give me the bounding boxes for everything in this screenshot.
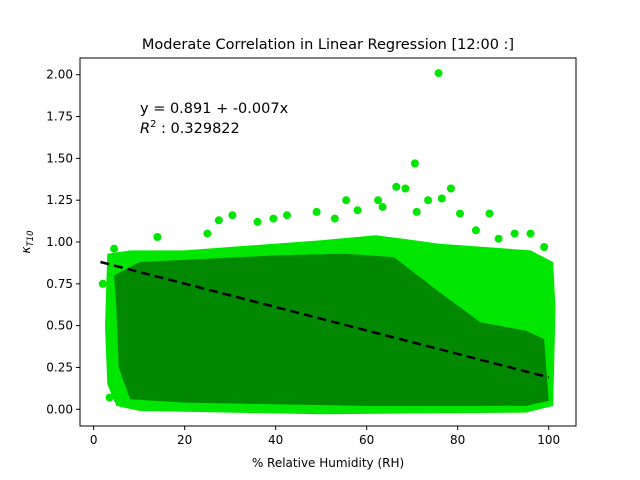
- data-point: [547, 301, 555, 310]
- data-point: [410, 159, 419, 168]
- data-point: [494, 234, 503, 243]
- data-point: [253, 217, 262, 226]
- y-tick-label: 0.25: [46, 360, 73, 374]
- x-axis-ticks: 0 20 40 60 80 100: [90, 426, 560, 447]
- data-point: [353, 206, 362, 215]
- data-point: [283, 211, 291, 220]
- regression-line: [100, 260, 550, 379]
- data-point: [105, 393, 114, 402]
- y-axis-label-sub: T10: [26, 230, 36, 246]
- data-point: [540, 243, 549, 251]
- point-cloud: [105, 235, 556, 415]
- x-tick-label: 80: [450, 433, 465, 447]
- scatter-points: [98, 69, 555, 402]
- data-point: [446, 184, 455, 193]
- x-tick-label: 20: [177, 433, 192, 447]
- data-point: [342, 196, 351, 205]
- data-point: [374, 196, 383, 205]
- data-point: [228, 211, 237, 220]
- r-squared-value: : 0.329822: [156, 121, 239, 137]
- data-point: [485, 209, 494, 218]
- y-axis-ticks: 0.00 0.25 0.50 0.75 1.00 1.25 1.50 1.75 2.00: [46, 68, 80, 416]
- cloud-core: [275, 359, 549, 406]
- data-point: [401, 184, 410, 193]
- y-tick-label: 1.00: [46, 235, 73, 249]
- data-point: [456, 209, 464, 218]
- r-squared-exponent: 2: [150, 119, 156, 130]
- data-point: [269, 214, 278, 223]
- data-point: [378, 202, 387, 211]
- data-point: [434, 69, 443, 78]
- chart-title: Moderate Correlation in Linear Regressio…: [142, 37, 514, 53]
- cloud-dense: [114, 253, 549, 406]
- data-point: [424, 196, 433, 205]
- y-tick-label: 0.75: [46, 277, 73, 291]
- data-point: [214, 216, 223, 225]
- y-tick-label: 0.00: [46, 402, 73, 416]
- x-axis-label: % Relative Humidity (RH): [252, 456, 404, 470]
- y-axis-label: κT10: [19, 230, 36, 253]
- data-point: [471, 226, 480, 235]
- data-point: [412, 207, 421, 216]
- y-tick-label: 1.75: [46, 110, 73, 124]
- y-tick-label: 0.50: [46, 319, 73, 333]
- data-point: [203, 229, 212, 238]
- x-tick-label: 100: [537, 433, 560, 447]
- r-squared-label: R2 : 0.329822: [140, 119, 240, 137]
- x-tick-label: 60: [359, 433, 374, 447]
- data-point: [110, 244, 119, 253]
- regression-equation: y = 0.891 + -0.007x: [140, 101, 289, 117]
- data-point: [392, 182, 401, 191]
- data-point: [330, 214, 339, 223]
- y-tick-label: 1.25: [46, 193, 73, 207]
- data-point: [153, 233, 162, 241]
- y-axis-label-main: κ: [19, 246, 33, 254]
- data-point: [526, 229, 535, 238]
- y-tick-label: 2.00: [46, 68, 73, 82]
- data-point: [510, 229, 519, 238]
- y-tick-label: 1.50: [46, 151, 73, 165]
- x-tick-label: 0: [90, 433, 98, 447]
- x-tick-label: 40: [268, 433, 283, 447]
- data-point: [437, 194, 446, 203]
- data-point: [312, 207, 321, 216]
- r-squared-symbol: R: [140, 121, 150, 137]
- data-point: [98, 279, 107, 288]
